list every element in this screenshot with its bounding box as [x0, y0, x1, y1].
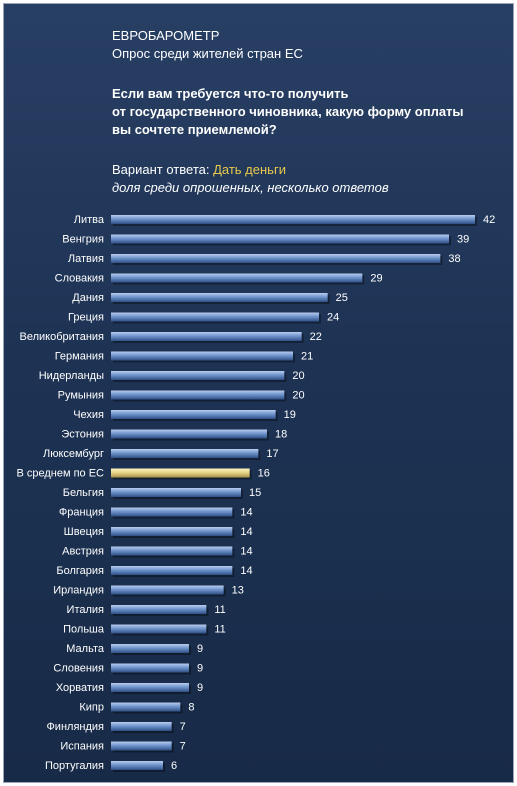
- value-label: 9: [197, 643, 203, 655]
- bar: [111, 429, 267, 439]
- question-line-2: от государственного чиновника, какую фор…: [112, 104, 464, 119]
- value-label: 39: [457, 234, 469, 246]
- value-label: 14: [240, 507, 252, 519]
- value-label: 9: [197, 663, 203, 675]
- value-label: 17: [266, 448, 278, 460]
- category-label: Испания: [60, 741, 104, 753]
- bar-eu-average: [111, 468, 250, 478]
- value-label: 20: [292, 370, 304, 382]
- value-label: 21: [301, 351, 313, 363]
- category-label: Швеция: [64, 526, 104, 538]
- category-label: Франция: [59, 507, 104, 519]
- bar: [111, 722, 172, 731]
- value-label: 6: [171, 760, 177, 772]
- value-label: 25: [336, 292, 348, 304]
- value-label: 42: [483, 214, 495, 226]
- chart-note: доля среди опрошенных, несколько ответов: [112, 180, 389, 195]
- category-label: Венгрия: [62, 234, 104, 246]
- answer-variant-label: Вариант ответа:: [112, 162, 214, 177]
- bar: [111, 332, 302, 341]
- category-label: Финляндия: [46, 721, 104, 733]
- category-label: Словакия: [55, 273, 104, 285]
- category-label: Ирландия: [53, 585, 104, 597]
- value-label: 29: [370, 273, 382, 285]
- category-label: Словения: [53, 663, 104, 675]
- bar: [111, 390, 285, 400]
- category-label: Болгария: [56, 565, 104, 577]
- value-label: 8: [188, 702, 194, 714]
- source-title: ЕВРОБАРОМЕТР: [112, 28, 220, 43]
- bar: [111, 741, 172, 751]
- bar: [111, 702, 181, 712]
- bar: [111, 254, 441, 263]
- bar-chart: Литва 42 Венгрия 39 Латвия 38 Словакия 29 Дания 2…: [16, 214, 495, 772]
- bar: [111, 644, 189, 653]
- category-label: Италия: [67, 604, 105, 616]
- category-label: Португалия: [45, 760, 104, 772]
- bar: [111, 488, 241, 497]
- bar: [111, 410, 276, 419]
- value-label: 11: [214, 604, 225, 616]
- category-label: Австрия: [62, 546, 104, 558]
- bar: [111, 605, 207, 614]
- bar: [111, 507, 233, 517]
- bar: [111, 663, 189, 673]
- category-label: Эстония: [61, 429, 104, 441]
- bar: [111, 449, 259, 458]
- value-label: 16: [258, 468, 270, 480]
- value-label: 22: [310, 331, 322, 343]
- value-label: 7: [180, 721, 186, 733]
- answer-variant: Вариант ответа: Дать деньги: [112, 162, 286, 177]
- bar: [111, 624, 207, 634]
- bar: [111, 312, 319, 322]
- chart-panel: ЕВРОБАРОМЕТР Опрос среди жителей стран Е…: [3, 3, 514, 783]
- bar: [111, 234, 449, 244]
- category-label: Латвия: [68, 253, 104, 265]
- bar: [111, 351, 293, 361]
- category-label: В среднем по ЕС: [16, 468, 104, 480]
- category-label: Кипр: [79, 702, 104, 714]
- category-label: Мальта: [66, 643, 105, 655]
- category-label: Хорватия: [56, 682, 104, 694]
- bar: [111, 273, 363, 283]
- question-line-3: вы сочтете приемлемой?: [112, 122, 277, 137]
- bar: [111, 585, 224, 595]
- value-label: 15: [249, 487, 261, 499]
- category-label: Румыния: [58, 390, 104, 402]
- category-label: Литва: [74, 214, 105, 226]
- value-label: 38: [448, 253, 460, 265]
- category-label: Дания: [72, 292, 104, 304]
- category-label: Польша: [63, 624, 105, 636]
- category-label: Люксембург: [43, 448, 104, 460]
- value-label: 19: [284, 409, 296, 421]
- category-label: Бельгия: [63, 487, 104, 499]
- bar: [111, 293, 328, 302]
- category-label: Нидерланды: [39, 370, 104, 382]
- bar: [111, 683, 189, 692]
- value-label: 14: [240, 546, 252, 558]
- category-label: Греция: [68, 312, 104, 324]
- bar: [111, 527, 233, 536]
- value-label: 13: [232, 585, 244, 597]
- value-label: 14: [240, 526, 252, 538]
- bar: [111, 215, 475, 224]
- category-label: Великобритания: [20, 331, 105, 343]
- value-label: 24: [327, 312, 339, 324]
- value-label: 9: [197, 682, 203, 694]
- value-label: 11: [214, 624, 225, 636]
- bar: [111, 371, 285, 380]
- survey-subtitle: Опрос среди жителей стран ЕС: [112, 46, 303, 61]
- value-label: 7: [180, 741, 186, 753]
- answer-variant-value: Дать деньги: [213, 162, 286, 177]
- category-label: Германия: [55, 351, 104, 363]
- bar: [111, 566, 233, 575]
- category-label: Чехия: [73, 409, 104, 421]
- question-line-1: Если вам требуется что-то получить: [112, 86, 349, 101]
- bar: [111, 761, 163, 770]
- value-label: 14: [240, 565, 252, 577]
- value-label: 18: [275, 429, 287, 441]
- bar: [111, 546, 233, 556]
- value-label: 20: [292, 390, 304, 402]
